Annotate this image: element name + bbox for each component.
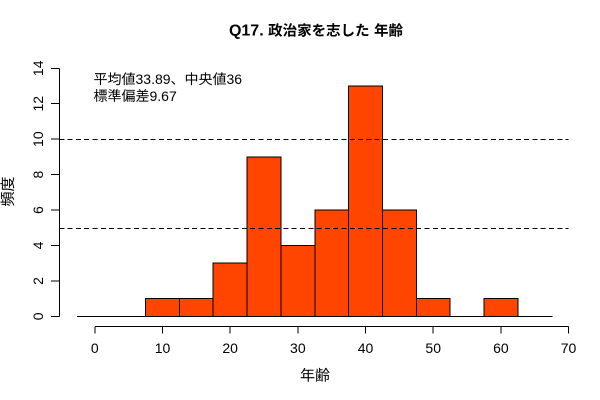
svg-text:50: 50 (425, 340, 441, 356)
svg-text:0: 0 (91, 340, 99, 356)
svg-text:4: 4 (30, 241, 46, 249)
svg-text:6: 6 (30, 206, 46, 214)
svg-text:60: 60 (493, 340, 509, 356)
svg-text:20: 20 (222, 340, 238, 356)
svg-text:70: 70 (561, 340, 577, 356)
svg-text:30: 30 (290, 340, 306, 356)
svg-text:10: 10 (155, 340, 171, 356)
svg-text:12: 12 (30, 96, 46, 112)
svg-text:9.67: 9.67 (150, 88, 177, 104)
svg-text:33.89: 33.89 (136, 71, 171, 87)
svg-text:10: 10 (30, 131, 46, 147)
svg-text:40: 40 (358, 340, 374, 356)
svg-text:8: 8 (30, 171, 46, 179)
svg-text:14: 14 (30, 60, 46, 76)
svg-text:Q17.: Q17. (229, 23, 264, 40)
svg-text:2: 2 (30, 277, 46, 285)
svg-text:36: 36 (227, 71, 243, 87)
svg-text:0: 0 (30, 312, 46, 320)
